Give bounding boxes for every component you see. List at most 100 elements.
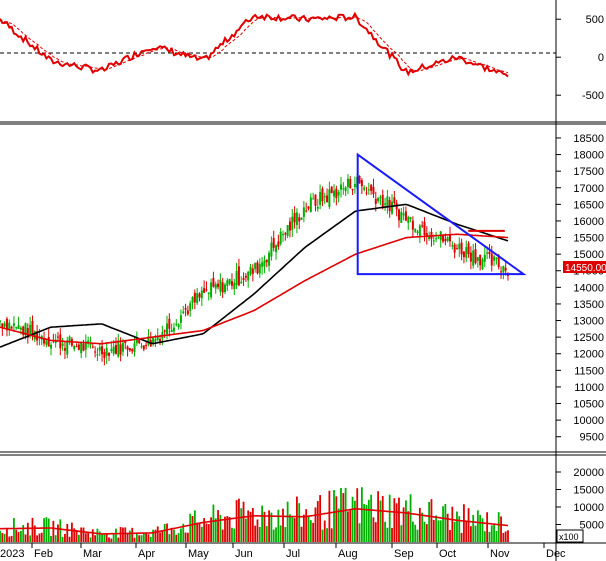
- volume-bar: [421, 512, 424, 542]
- candle-body: [75, 346, 78, 348]
- candle-body: [344, 187, 347, 192]
- candle-body: [326, 195, 329, 203]
- volume-bar: [435, 515, 437, 542]
- candle-body: [358, 176, 361, 184]
- candle-body: [314, 194, 317, 206]
- volume-bar: [291, 516, 294, 542]
- volume-bar: [263, 511, 266, 542]
- volume-bar: [430, 499, 433, 542]
- volume-bar: [367, 499, 370, 542]
- candle-body: [56, 336, 59, 338]
- volume-bar: [265, 526, 268, 542]
- volume-bar: [347, 511, 349, 542]
- candle-body: [458, 243, 461, 250]
- volume-average-line: [0, 508, 509, 535]
- candle-body: [207, 292, 210, 294]
- annotations: [356, 152, 527, 276]
- volume-bar: [268, 510, 270, 542]
- volume-bar: [314, 507, 317, 542]
- volume-bar: [22, 524, 25, 542]
- candle-body: [500, 271, 503, 273]
- candle-body: [61, 343, 64, 346]
- volume-bar: [89, 537, 92, 542]
- volume-bar: [119, 526, 122, 542]
- volume-bar: [504, 531, 507, 542]
- candle-body: [495, 258, 498, 260]
- volume-bar: [52, 520, 55, 542]
- candle-body: [333, 190, 336, 197]
- volume-bar: [173, 529, 175, 542]
- volume-bar: [147, 534, 150, 542]
- moving-averages: [0, 203, 509, 348]
- volume-bar: [0, 530, 1, 542]
- candle-body: [87, 340, 90, 343]
- candle-body: [330, 186, 333, 194]
- volume-bar: [128, 530, 131, 542]
- candle-body: [77, 344, 80, 350]
- candle-body: [360, 180, 363, 187]
- candle-body: [84, 341, 87, 350]
- candle-body: [24, 323, 27, 336]
- candle-body: [339, 184, 342, 190]
- candle-body: [346, 178, 349, 187]
- candle-body: [152, 337, 155, 344]
- candle-body: [349, 179, 352, 189]
- candle-body: [82, 344, 85, 351]
- volume-bar: [163, 523, 166, 542]
- candle-body: [63, 348, 66, 351]
- candle-body: [5, 318, 8, 331]
- candle-body: [504, 267, 507, 271]
- y-tick-label: 12500: [573, 332, 604, 344]
- volume-bar: [351, 496, 354, 542]
- y-tick-label: 11000: [574, 382, 604, 394]
- candle-body: [497, 254, 500, 268]
- volume-bar: [356, 488, 359, 542]
- candle-body: [293, 212, 296, 223]
- volume-bar: [68, 536, 71, 542]
- candle-body: [400, 212, 403, 223]
- volume-bar: [256, 519, 259, 542]
- candle-body: [453, 244, 456, 253]
- volume-bar: [108, 537, 110, 542]
- volume-bar: [91, 529, 94, 542]
- candle-body: [73, 346, 76, 350]
- candle-body: [386, 196, 389, 208]
- volume-bar: [73, 528, 76, 542]
- volume-bar: [217, 510, 219, 542]
- volume-bar: [469, 526, 472, 542]
- y-tick-label: 0: [598, 52, 604, 64]
- volume-bar: [337, 508, 340, 542]
- candle-body: [166, 323, 169, 335]
- y-tick-label: 5000: [580, 520, 604, 532]
- volume-bar: [96, 528, 99, 542]
- candle-body: [186, 310, 189, 315]
- volume-bar: [456, 511, 458, 542]
- candle-body: [210, 282, 213, 298]
- volume-bars: [0, 487, 509, 542]
- volume-bar: [226, 516, 229, 542]
- candle-body: [407, 217, 410, 223]
- volume-bar: [479, 514, 482, 542]
- candle-body: [446, 237, 449, 241]
- candle-body: [43, 338, 46, 344]
- x-tick-label: Oct: [439, 548, 456, 560]
- candle-body: [428, 236, 431, 240]
- candle-body: [444, 238, 447, 242]
- last-price-badge: [563, 261, 606, 273]
- volume-bar: [71, 522, 73, 542]
- volume-bar: [453, 521, 456, 542]
- volume-y-axis: 20000 15000 10000 5000: [556, 467, 604, 532]
- last-price-label: 14550.00: [565, 263, 606, 274]
- candle-body: [300, 217, 303, 220]
- volume-bar: [10, 535, 13, 542]
- price-y-axis: 18500 18000 17500 17000 16500 16000 15500 15000…: [556, 133, 604, 444]
- volume-bar: [19, 530, 22, 542]
- candle-body: [337, 191, 340, 196]
- y-tick-label: 15500: [573, 233, 604, 245]
- volume-bar: [235, 500, 238, 542]
- volume-bar: [374, 522, 377, 542]
- candle-body: [135, 337, 138, 344]
- volume-bar: [409, 494, 412, 542]
- candle-body: [490, 253, 493, 266]
- volume-bar: [312, 522, 315, 542]
